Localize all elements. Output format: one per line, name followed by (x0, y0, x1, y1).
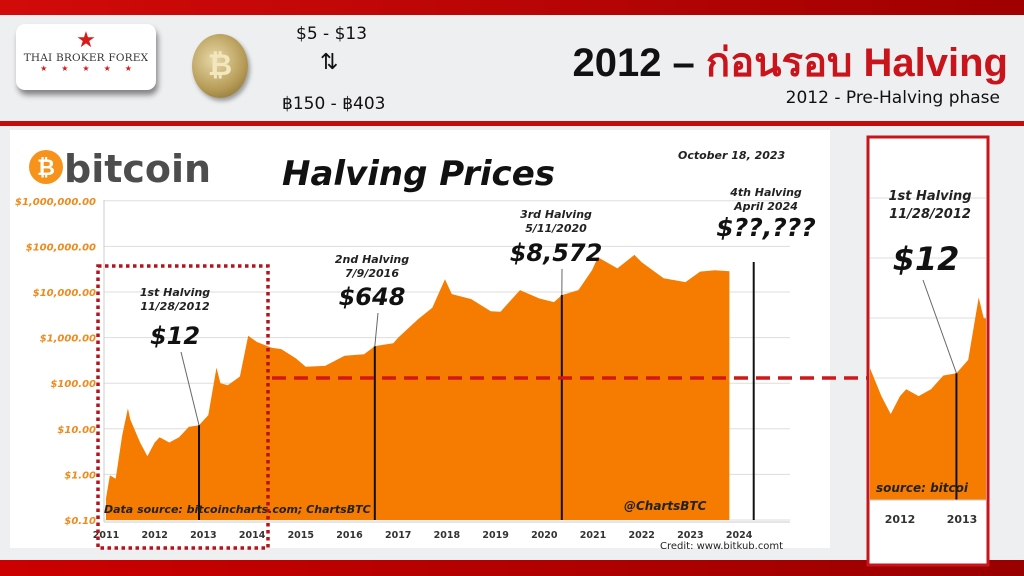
inset-halving-pointer (922, 279, 957, 374)
price-area (106, 254, 730, 520)
slide-title: 2012 – ก่อนรอบ Halving (572, 30, 1008, 94)
slide-subtitle: 2012 - Pre-Halving phase (785, 88, 1000, 108)
header-divider (0, 121, 1024, 126)
logo-text: THAI BROKER FOREX (23, 52, 149, 64)
chart-title: Halving Prices (282, 154, 555, 194)
highlight-box-2012 (96, 264, 270, 550)
x-tick-label: 2016 (336, 530, 363, 541)
inset-source: source: bitcoi (876, 481, 969, 495)
thb-range: ฿150 - ฿403 (282, 94, 386, 114)
inset-halving-price: $12 (893, 240, 960, 278)
halving-price: $648 (339, 283, 406, 311)
bottom-bar (0, 560, 1024, 576)
bitcoin-coin-icon: ₿ (192, 34, 248, 98)
x-tick-label: 2020 (531, 530, 558, 541)
inset-plot: source: bitcoi (870, 279, 986, 500)
y-tick-label: $10.00 (57, 425, 96, 436)
halving-pointer (180, 351, 200, 426)
halving-name: 3rd Halving (520, 208, 592, 221)
y-tick-label: $0.10 (64, 516, 96, 527)
x-tick-label: 2017 (385, 530, 411, 541)
halving-date: 11/28/2012 (140, 300, 210, 313)
bitcoin-logo-glyph: ₿ (37, 156, 55, 181)
inset-halving-name: 1st Halving (888, 189, 971, 204)
y-tick-label: $1,000.00 (40, 334, 96, 345)
x-tick-label: 2015 (288, 530, 314, 541)
y-tick-label: $1,000,000.00 (15, 197, 96, 208)
inset-halving-date: 11/28/2012 (889, 207, 971, 222)
halving-name: 4th Halving (729, 186, 802, 199)
x-tick-label: 2023 (677, 530, 703, 541)
y-tick-label: $1.00 (64, 470, 96, 481)
y-tick-label: $10,000.00 (33, 288, 96, 299)
inset-zoom-chart: source: bitcoi 1st Halving 11/28/2012 $12 20… (870, 189, 986, 526)
halving-date: 7/9/2016 (345, 267, 399, 280)
y-tick-label: $100,000.00 (26, 242, 96, 253)
inset-x-tick-label: 2013 (947, 513, 978, 526)
bitcoin-wordmark: bitcoin (64, 147, 211, 191)
x-tick-label: 2022 (628, 530, 654, 541)
x-tick-label: 2014 (239, 530, 266, 541)
x-tick-label: 2018 (434, 530, 461, 541)
x-tick-label: 2011 (93, 530, 119, 541)
inset-x-tick-label: 2012 (885, 513, 916, 526)
usd-range: $5 - $13 (296, 24, 368, 44)
halving-name: 2nd Halving (335, 253, 409, 266)
x-tick-label: 2024 (726, 530, 753, 541)
x-tick-label: 2019 (482, 530, 508, 541)
halving-name: 1st Halving (140, 286, 210, 299)
x-tick-label: 2012 (141, 530, 167, 541)
y-tick-label: $100.00 (50, 379, 96, 390)
inset-frame (866, 135, 990, 567)
top-bar (0, 0, 1024, 15)
halving-date: April 2024 (733, 200, 798, 213)
chart-date: October 18, 2023 (678, 149, 786, 162)
halving-date: 5/11/2020 (525, 222, 587, 235)
halving-price: $8,572 (510, 239, 603, 267)
x-tick-label: 2021 (580, 530, 606, 541)
title-thai: ก่อนรอบ Halving (705, 41, 1008, 85)
chart-watermark: @ChartsBTC (624, 499, 707, 513)
exchange-arrows-icon: ⇅ (320, 50, 339, 75)
halving-price: $12 (150, 322, 200, 350)
x-tick-label: 2013 (190, 530, 216, 541)
halving-pointer (374, 312, 379, 347)
credit-text: Credit: www.bitkub.comt (660, 541, 784, 552)
stars-icon: ★★★★★ (40, 64, 146, 73)
star-icon: ★ (76, 28, 96, 53)
thai-broker-forex-logo: ★ THAI BROKER FOREX ★★★★★ (16, 24, 156, 90)
title-year: 2012 – (572, 41, 695, 85)
halving-price: $??,??? (716, 213, 815, 242)
bitcoin-logo-icon (29, 150, 63, 184)
data-source: Data source: bitcoincharts.com; ChartsBT… (104, 503, 371, 516)
